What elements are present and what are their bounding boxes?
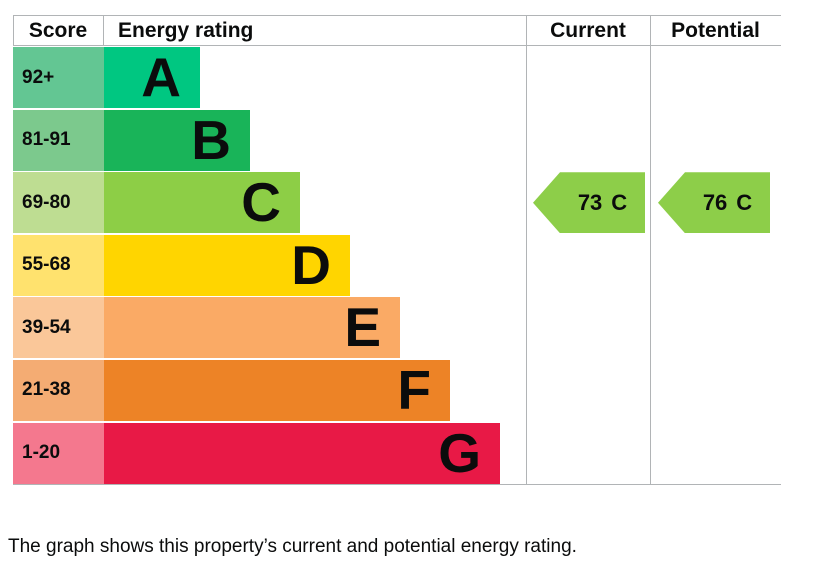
band-score-label: 92+ — [22, 66, 55, 88]
band-score-cell: 92+ — [13, 47, 104, 108]
potential-rating-arrow: 76 C — [658, 172, 770, 234]
rating-bands: 92+ A 81-91 B 69-80 C 55-68 D 39-54 E — [13, 47, 500, 485]
band-row: 39-54 E — [13, 296, 500, 359]
band-score-cell: 1-20 — [13, 422, 104, 484]
band-letter: B — [191, 108, 231, 171]
band-letter: G — [438, 421, 481, 484]
table-left-border — [13, 15, 14, 46]
band-bar: B — [104, 108, 250, 171]
band-letter: D — [291, 233, 331, 296]
band-score-cell: 39-54 — [13, 297, 104, 359]
table-top-border — [13, 15, 781, 16]
potential-column-header: Potential — [671, 19, 760, 42]
current-rating-arrow: 73 C — [533, 172, 645, 234]
current-column-header: Current — [550, 19, 626, 42]
table-bottom-border — [13, 484, 781, 485]
band-score-cell: 69-80 — [13, 172, 104, 234]
band-letter: C — [241, 171, 281, 234]
potential-rating-value: 76 — [702, 189, 728, 215]
band-letter: A — [141, 46, 181, 108]
current-rating-band-letter: C — [611, 189, 628, 215]
band-bar: E — [104, 296, 400, 359]
band-bar: F — [104, 358, 450, 421]
band-bar: C — [104, 171, 300, 234]
band-score-label: 39-54 — [22, 316, 71, 338]
score-column-header: Score — [28, 19, 88, 42]
band-row: 69-80 C — [13, 171, 500, 234]
band-row: 1-20 G — [13, 421, 500, 484]
band-score-cell: 81-91 — [13, 109, 104, 171]
band-score-label: 1-20 — [22, 442, 61, 464]
score-column-divider — [103, 15, 104, 46]
band-row: 21-38 F — [13, 358, 500, 421]
band-score-cell: 55-68 — [13, 234, 104, 296]
band-row: 92+ A — [13, 47, 500, 108]
band-letter: F — [397, 358, 431, 421]
band-row: 55-68 D — [13, 233, 500, 296]
band-row: 81-91 B — [13, 108, 500, 171]
potential-column-divider — [650, 15, 651, 485]
chart-caption: The graph shows this property’s current … — [8, 536, 577, 557]
band-score-label: 81-91 — [22, 129, 71, 151]
band-score-label: 55-68 — [22, 254, 71, 276]
band-score-label: 21-38 — [22, 379, 71, 401]
band-bar: D — [104, 233, 350, 296]
potential-rating-band-letter: C — [736, 189, 753, 215]
band-bar: A — [104, 47, 200, 108]
header-bottom-border — [13, 45, 781, 46]
current-column-divider — [526, 15, 527, 485]
band-letter: E — [344, 296, 381, 359]
energy-rating-column-header: Energy rating — [118, 19, 254, 42]
band-bar: G — [104, 421, 500, 484]
current-rating-value: 73 — [577, 189, 603, 215]
band-score-label: 69-80 — [22, 191, 71, 213]
band-score-cell: 21-38 — [13, 359, 104, 421]
